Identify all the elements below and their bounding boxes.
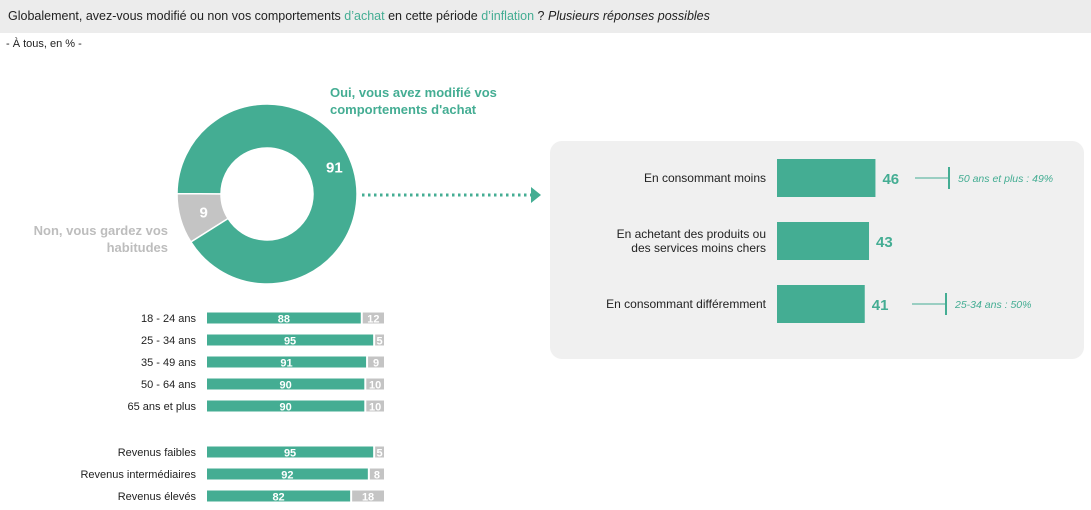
annotation-text: 25-34 ans : 50% <box>954 299 1031 311</box>
segment-label: 35 - 49 ans <box>141 357 197 369</box>
segment-bar-yes <box>207 356 367 368</box>
segment-bar-no <box>369 468 384 480</box>
segment-value-no: 5 <box>377 336 383 348</box>
segment-bar-yes <box>207 334 374 346</box>
segment-bar-yes <box>207 400 365 412</box>
segment-value-yes: 91 <box>280 358 292 370</box>
segment-bar-yes <box>207 468 368 480</box>
base-note: - À tous, en % - <box>6 38 82 50</box>
detail-bar <box>777 159 876 197</box>
segment-label: Revenus élevés <box>118 491 197 503</box>
segment-value-no: 8 <box>374 470 380 482</box>
segment-value-yes: 82 <box>272 492 284 504</box>
segment-value-no: 5 <box>377 448 383 460</box>
donut-label-yes: comportements d'achat <box>330 102 477 117</box>
donut-value-yes: 91 <box>326 160 343 177</box>
segment-bar-no <box>366 378 384 390</box>
arrow-head <box>531 187 541 203</box>
detail-category-label: des services moins chers <box>631 241 766 255</box>
question-part: ? <box>537 9 545 23</box>
segment-value-no: 9 <box>373 358 379 370</box>
segment-label: 25 - 34 ans <box>141 335 197 347</box>
segment-label: 50 - 64 ans <box>141 379 197 391</box>
detail-bar <box>777 222 870 260</box>
segment-value-yes: 88 <box>278 314 290 326</box>
question-header: Globalement, avez-vous modifié ou non vo… <box>0 0 1091 33</box>
donut-label-yes: Oui, vous avez modifié vos <box>330 85 497 100</box>
segment-value-yes: 90 <box>280 380 292 392</box>
donut-slice-yes <box>176 103 358 285</box>
detail-value: 43 <box>876 234 893 251</box>
segment-value-yes: 95 <box>284 336 296 348</box>
segment-bar-no <box>366 400 384 412</box>
detail-bar <box>777 285 865 323</box>
donut-label-no: Non, vous gardez vos <box>34 223 168 238</box>
detail-value: 41 <box>872 297 889 314</box>
question-part: en cette période <box>388 9 478 23</box>
annotation-text: 50 ans et plus : 49% <box>958 173 1053 185</box>
segment-value-yes: 95 <box>284 448 296 460</box>
donut-value-no: 9 <box>199 205 207 222</box>
question-accent: d’inflation <box>481 9 535 23</box>
question-accent: d’achat <box>344 9 385 23</box>
detail-category-label: En achetant des produits ou <box>617 227 766 241</box>
segment-bar-no <box>352 490 384 502</box>
segment-bar-yes <box>207 490 351 502</box>
segment-label: 65 ans et plus <box>128 401 197 413</box>
segment-value-yes: 92 <box>281 470 293 482</box>
segment-bar-yes <box>207 446 374 458</box>
segment-bar-no <box>375 446 384 458</box>
detail-category-label: En consommant moins <box>644 171 766 185</box>
segment-value-no: 18 <box>362 492 374 504</box>
segment-value-yes: 90 <box>280 402 292 414</box>
detail-category-label: En consommant différemment <box>606 297 767 311</box>
segment-value-no: 12 <box>367 314 379 326</box>
question-part: Globalement, avez-vous modifié ou non vo… <box>8 9 341 23</box>
segment-value-no: 10 <box>369 402 381 414</box>
segment-value-no: 10 <box>369 380 381 392</box>
segment-bar-no <box>375 334 384 346</box>
segment-bar-no <box>368 356 384 368</box>
segment-label: 18 - 24 ans <box>141 313 197 325</box>
question-text: Globalement, avez-vous modifié ou non vo… <box>8 9 710 23</box>
segment-bar-yes <box>207 378 365 390</box>
segment-label: Revenus intermédiaires <box>80 469 196 481</box>
donut-label-no: habitudes <box>107 240 168 255</box>
question-note: Plusieurs réponses possibles <box>547 9 710 23</box>
segment-label: Revenus faibles <box>118 447 197 459</box>
segment-bar-yes <box>207 312 361 324</box>
detail-value: 46 <box>882 171 899 188</box>
segment-bar-no <box>362 312 384 324</box>
